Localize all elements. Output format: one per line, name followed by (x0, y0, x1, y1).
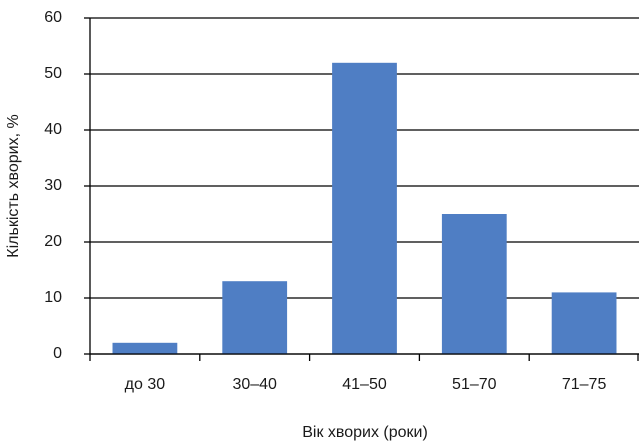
x-tick-label: 71–75 (562, 376, 607, 393)
bar (222, 281, 288, 354)
bar (112, 342, 178, 354)
y-tick-label: 20 (44, 233, 62, 250)
y-tick-label: 30 (44, 177, 62, 194)
x-tick-label: 51–70 (452, 376, 497, 393)
y-tick-label: 40 (44, 121, 62, 138)
y-tick-label: 60 (44, 9, 62, 26)
x-axis-label: Вік хворих (роки) (302, 424, 428, 441)
bar (441, 214, 507, 354)
x-tick-label: 41–50 (342, 376, 387, 393)
bar (332, 62, 397, 355)
y-tick-label: 50 (44, 65, 62, 82)
x-tick-label: 30–40 (232, 376, 277, 393)
y-tick-label: 0 (53, 345, 62, 362)
y-axis-label: Кількість хворих, % (5, 114, 22, 257)
bar (551, 292, 617, 354)
y-tick-label: 10 (44, 289, 62, 306)
x-tick-label: до 30 (125, 376, 166, 393)
